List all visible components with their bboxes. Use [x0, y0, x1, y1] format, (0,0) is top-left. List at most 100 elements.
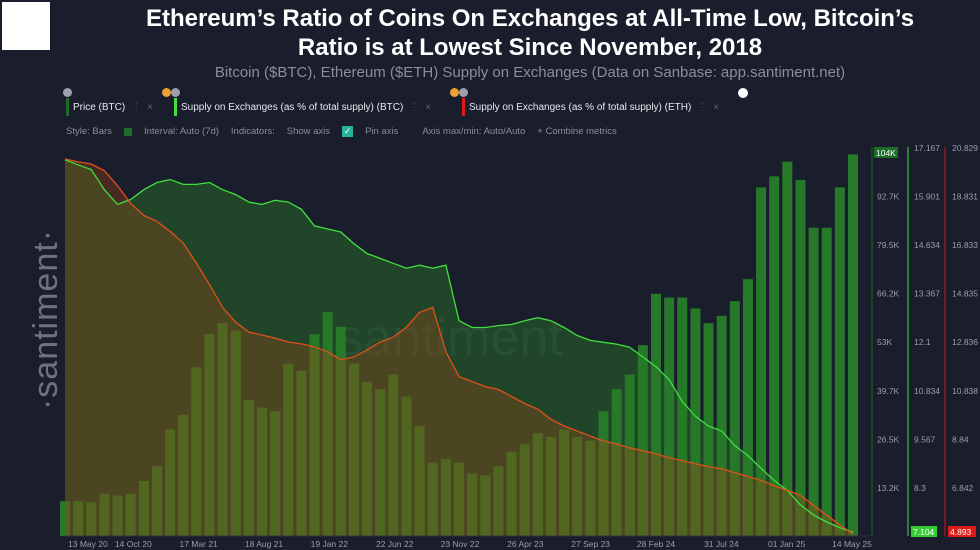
price-tick-label: 53K — [877, 337, 892, 347]
style-dropdown[interactable]: Style: Bars — [66, 126, 112, 137]
price-bar — [427, 462, 438, 536]
toolbar: Style: Bars Interval: Auto (7d) Indicato… — [66, 126, 617, 137]
more-icon[interactable]: ⋮ — [409, 101, 420, 113]
series-area — [65, 159, 853, 536]
close-icon[interactable]: × — [713, 101, 720, 113]
show-axis-label: Show axis — [286, 126, 331, 137]
price-bar — [230, 330, 241, 536]
price-bar — [598, 411, 609, 536]
price-bar — [257, 407, 267, 536]
price-bar — [362, 381, 373, 536]
price-bar — [742, 279, 753, 536]
close-icon[interactable]: × — [425, 101, 432, 113]
eth-tick-label: 20.829 — [952, 143, 978, 153]
more-icon[interactable]: ⋮ — [131, 101, 142, 113]
price-bar — [414, 425, 425, 536]
close-icon[interactable]: × — [147, 101, 154, 113]
btc-tick-label: 15.901 — [914, 191, 940, 201]
x-tick-label: 19 Jan 22 — [311, 539, 349, 549]
price-bar — [401, 396, 412, 536]
show-axis-checkbox[interactable]: ✓ — [342, 126, 354, 137]
qr-code — [2, 2, 50, 50]
x-tick-label: 18 Aug 21 — [245, 539, 284, 549]
btc-tick-label: 12.1 — [914, 337, 931, 347]
price-last-value: 104K — [876, 148, 896, 158]
x-tick-label: 17 Mar 21 — [180, 539, 219, 549]
btc-last-value-badge — [911, 526, 937, 537]
price-bar — [480, 475, 491, 536]
metric-chip-btc-supply[interactable]: Supply on Exchanges (as % of total suppl… — [162, 88, 432, 118]
ethereum-icon — [738, 88, 748, 98]
chart-subtitle: Bitcoin ($BTC), Ethereum ($ETH) Supply o… — [214, 64, 846, 81]
price-tick-label: 92.7K — [877, 191, 900, 201]
more-icon[interactable]: ⋮ — [697, 101, 708, 113]
pin-axis-toggle[interactable]: Pin axis — [365, 126, 399, 137]
metric-label: Supply on Exchanges (as % of total suppl… — [469, 101, 692, 113]
price-bar — [388, 374, 399, 536]
price-bar — [690, 308, 701, 536]
interval-dropdown[interactable]: Interval: Auto (7d) — [143, 126, 219, 137]
lock-icon — [63, 88, 72, 97]
metric-color — [174, 98, 177, 116]
price-bar — [309, 334, 320, 536]
price-bar — [611, 389, 622, 536]
price-bar — [191, 367, 202, 536]
price-tick-label: 26.5K — [877, 434, 900, 444]
eth-tick-label: 12.836 — [952, 337, 978, 347]
price-bar — [795, 180, 806, 536]
eth-tick-label: 18.831 — [952, 191, 978, 201]
x-tick-label: 27 Sep 23 — [571, 539, 610, 549]
price-bar — [624, 374, 635, 536]
price-bar — [559, 429, 570, 536]
price-tick-label: 79.5K — [877, 240, 900, 250]
price-bar — [637, 345, 648, 536]
price-bar — [651, 293, 661, 536]
price-bar — [217, 323, 228, 536]
price-bar — [756, 187, 767, 536]
price-bar — [808, 227, 819, 537]
btc-tick-label: 17.167 — [914, 143, 940, 153]
combine-metrics-button[interactable]: + Combine metrics — [537, 126, 617, 137]
price-bar — [375, 389, 386, 536]
price-bar — [348, 363, 359, 536]
btc-last-value: 7.104 — [913, 527, 935, 537]
price-bar — [716, 315, 727, 536]
price-tick-label: 66.2K — [877, 289, 900, 299]
price-bar — [454, 462, 464, 536]
price-bar — [296, 370, 307, 536]
eth-last-value-badge — [948, 526, 976, 537]
eth-last-value: 4.893 — [950, 527, 972, 537]
btc-supply-line — [64, 159, 854, 533]
price-last-value-badge — [874, 147, 898, 158]
price-bar — [467, 473, 478, 536]
price-bar — [729, 301, 740, 536]
price-bar — [703, 323, 714, 536]
price-bar — [165, 429, 176, 536]
price-bar — [112, 495, 123, 536]
price-bar — [270, 411, 281, 536]
x-tick-label: 26 Apr 23 — [507, 539, 544, 549]
indicators-dropdown[interactable]: Indicators: — [230, 126, 275, 137]
x-tick-label: 23 Nov 22 — [441, 539, 480, 549]
price-bar — [848, 154, 858, 536]
metric-label: Price (BTC) — [73, 101, 126, 113]
color-picker[interactable] — [123, 127, 132, 136]
axis-maxmin-dropdown[interactable]: Axis max/min: Auto/Auto — [422, 126, 526, 137]
price-bar — [322, 312, 333, 536]
price-bar — [506, 451, 517, 536]
lock-icon — [171, 88, 180, 97]
metric-label: Supply on Exchanges (as % of total suppl… — [181, 101, 404, 113]
price-bar — [532, 433, 543, 536]
x-tick-label: 28 Feb 24 — [637, 539, 676, 549]
metric-chip-price[interactable]: Price (BTC) ⋮ × — [63, 88, 154, 118]
x-tick-label: 22 Jun 22 — [376, 539, 414, 549]
price-bar — [769, 176, 780, 536]
watermark: santiment — [337, 309, 563, 367]
metric-chip-eth-supply[interactable]: Supply on Exchanges (as % of total suppl… — [450, 88, 720, 118]
x-tick-label: 13 May 20 — [68, 539, 108, 549]
eth-tick-label: 14.835 — [952, 289, 978, 299]
bitcoin-icon — [450, 88, 459, 97]
eth-supply-line — [64, 158, 854, 535]
price-bar — [151, 466, 162, 536]
